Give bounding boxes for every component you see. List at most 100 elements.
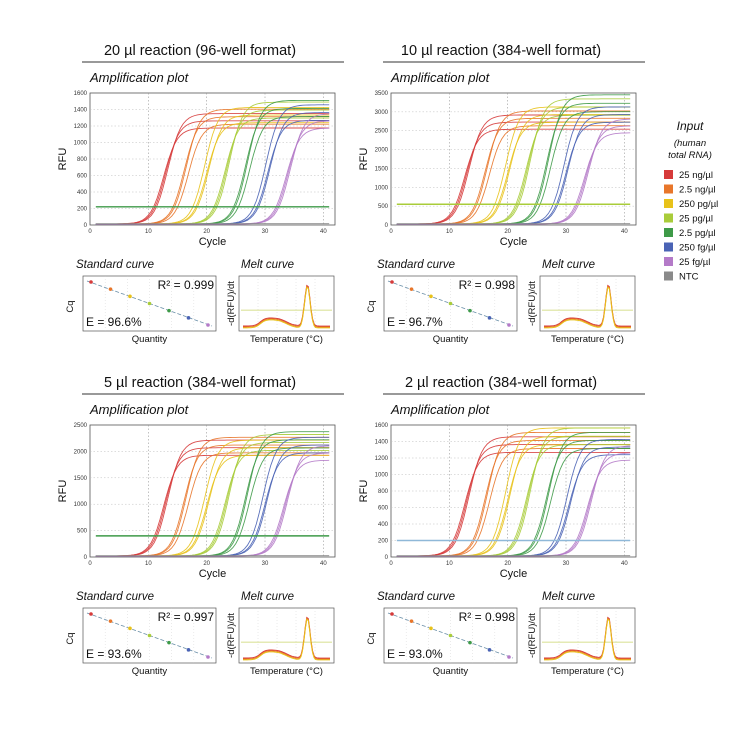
x-tick-label: 40 [320, 229, 327, 235]
y-tick-label: 1000 [375, 473, 389, 479]
amplification-curves [396, 427, 631, 557]
amplification-curves [95, 431, 330, 557]
legend-swatch [664, 257, 673, 266]
y-tick-label: 0 [385, 223, 389, 229]
panel-title: 10 µl reaction (384-well format) [401, 43, 601, 59]
melt-curve-line [243, 286, 330, 329]
x-tick-label: 0 [389, 561, 393, 567]
efficiency-label: E = 93.0% [387, 647, 443, 661]
y-tick-label: 200 [77, 207, 88, 213]
x-axis-label: Cycle [199, 236, 227, 248]
y-tick-label: 1400 [375, 440, 389, 446]
melt-curve-line [243, 285, 330, 328]
efficiency-label: E = 96.7% [387, 315, 443, 329]
melt-curve-line [243, 618, 330, 661]
amplification-curve [95, 113, 330, 225]
standard-curve-point [89, 612, 93, 616]
x-tick-label: 0 [389, 229, 393, 235]
x-tick-label: 10 [145, 229, 152, 235]
x-tick-label: 0 [88, 561, 92, 567]
y-tick-label: 0 [84, 555, 88, 561]
melt-curve-line [544, 284, 631, 327]
legend-label: 25 fg/µl [679, 257, 710, 268]
y-tick-label: 800 [77, 157, 88, 163]
standard-curve-point [468, 640, 472, 645]
panel-title: 2 µl reaction (384-well format) [405, 375, 597, 391]
amplification-curves [396, 94, 631, 225]
y-tick-label: 800 [378, 489, 389, 495]
standard-curve-point [128, 626, 132, 631]
x-tick-label: 40 [621, 561, 628, 567]
x-tick-label: 30 [262, 561, 269, 567]
amplification-plot-title: Amplification plot [390, 70, 491, 85]
amplification-plot-title: Amplification plot [89, 402, 190, 417]
melt-curve-y-label: -d(RFU)/dt [226, 281, 237, 326]
panel-title: 20 µl reaction (96-well format) [104, 43, 296, 59]
y-tick-label: 2000 [74, 449, 88, 455]
y-tick-label: 500 [77, 529, 88, 535]
standard-curve-point [206, 655, 210, 659]
x-tick-label: 30 [262, 229, 269, 235]
legend-subtitle-line-1: (human [674, 138, 706, 149]
standard-curve-point [167, 308, 171, 313]
melt-curve-x-label: Temperature (°C) [551, 334, 624, 345]
x-tick-label: 0 [88, 229, 92, 235]
y-axis-label: RFU [57, 480, 69, 503]
melt-curve-title: Melt curve [241, 591, 294, 603]
standard-curve-y-label: Cq [65, 632, 76, 644]
legend-swatch [664, 184, 673, 194]
y-tick-label: 2500 [375, 129, 389, 135]
y-tick-label: 400 [77, 190, 88, 196]
standard-curve-point [487, 648, 492, 652]
amplification-plot-title: Amplification plot [390, 402, 491, 417]
x-tick-label: 10 [145, 561, 152, 567]
y-tick-label: 600 [77, 174, 88, 180]
y-tick-label: 1500 [375, 166, 389, 172]
y-tick-label: 1000 [74, 502, 88, 508]
legend-label: 2.5 pg/µl [679, 228, 716, 239]
melt-curve-title: Melt curve [241, 259, 294, 271]
y-tick-label: 600 [378, 506, 389, 512]
standard-curve-point [390, 612, 394, 616]
y-tick-label: 2000 [375, 148, 389, 154]
melt-curve-line [544, 286, 631, 329]
melt-curve-title: Melt curve [542, 259, 595, 271]
panel-1: 20 µl reaction (96-well format) Amplifica… [57, 43, 344, 345]
amplification-curves [95, 99, 330, 225]
legend-subtitle-line-2: total RNA) [668, 150, 712, 161]
standard-curve-point [448, 301, 453, 306]
standard-curve-point [409, 619, 414, 623]
standard-curve-point [206, 323, 210, 327]
efficiency-label: E = 93.6% [86, 647, 142, 661]
r-squared-label: R² = 0.997 [158, 610, 215, 624]
legend-label: NTC [679, 272, 699, 283]
standard-curve-point [507, 323, 511, 327]
standard-curve-x-label: Quantity [433, 334, 469, 345]
r-squared-label: R² = 0.998 [459, 278, 516, 292]
legend-label: 250 fg/µl [679, 243, 716, 254]
standard-curve-point [429, 294, 433, 299]
y-axis-label: RFU [358, 148, 370, 171]
y-tick-label: 1200 [74, 124, 88, 130]
legend-label: 2.5 ng/µl [679, 185, 716, 196]
x-tick-label: 30 [563, 229, 570, 235]
y-tick-label: 1000 [74, 141, 88, 147]
standard-curve-point [108, 287, 113, 291]
legend-label: 250 pg/µl [679, 199, 718, 210]
y-tick-label: 1200 [375, 456, 389, 462]
standard-curve-title: Standard curve [377, 591, 455, 603]
standard-curve-point [108, 619, 113, 623]
melt-curve-y-label: -d(RFU)/dt [527, 613, 538, 658]
standard-curve-point [448, 633, 453, 638]
legend-swatch [664, 213, 673, 223]
standard-curve-x-label: Quantity [132, 334, 168, 345]
melt-curve-x-label: Temperature (°C) [250, 666, 323, 677]
panel-2: 10 µl reaction (384-well format) Amplific… [358, 43, 645, 345]
melt-curve-x-label: Temperature (°C) [551, 666, 624, 677]
standard-curve-point [128, 294, 132, 299]
melt-curve-line [544, 616, 631, 659]
panel-4: 2 µl reaction (384-well format) Amplifica… [358, 375, 645, 677]
x-tick-label: 30 [563, 561, 570, 567]
legend-swatch [664, 170, 673, 179]
